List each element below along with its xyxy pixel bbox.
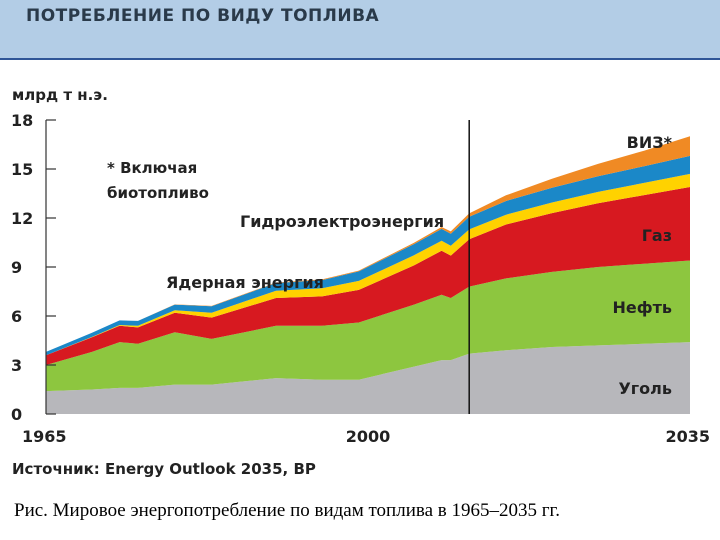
y-tick-label-18: 18 [11, 111, 33, 130]
series-label-4: Гидроэлектроэнергия [240, 212, 444, 231]
area-series-3 [46, 173, 690, 356]
y-axis-unit-label: млрд т н.э. [12, 86, 108, 104]
area-series-1 [46, 260, 690, 392]
series-label-5: ВИЗ* [627, 133, 673, 152]
header-band: ПОТРЕБЛЕНИЕ ПО ВИДУ ТОПЛИВА [0, 0, 720, 60]
x-tick-label-1965: 1965 [22, 427, 67, 446]
y-tick-label-3: 3 [11, 356, 22, 375]
series-label-1: Нефть [612, 298, 672, 317]
footnote-annotation-line2: биотопливо [107, 184, 209, 202]
figure-caption: Рис. Мировое энергопотребление по видам … [14, 500, 560, 521]
series-label-0: Уголь [618, 379, 672, 398]
x-tick-label-2035: 2035 [665, 427, 710, 446]
page-title: ПОТРЕБЛЕНИЕ ПО ВИДУ ТОПЛИВА [26, 6, 380, 26]
y-tick-label-9: 9 [11, 258, 22, 277]
y-tick-label-6: 6 [11, 307, 22, 326]
x-tick-label-2000: 2000 [346, 427, 391, 446]
source-note: Источник: Energy Outlook 2035, BP [12, 460, 316, 478]
area-series-5 [46, 136, 690, 352]
y-tick-label-12: 12 [11, 209, 33, 228]
series-label-2: Газ [642, 226, 672, 245]
area-series-0 [46, 342, 690, 414]
series-label-3: Ядерная энергия [166, 273, 324, 292]
area-series-2 [46, 187, 690, 365]
y-tick-label-15: 15 [11, 160, 33, 179]
area-series-4 [46, 155, 690, 356]
footnote-annotation-line1: * Включая [107, 159, 197, 177]
y-tick-label-0: 0 [11, 405, 22, 424]
